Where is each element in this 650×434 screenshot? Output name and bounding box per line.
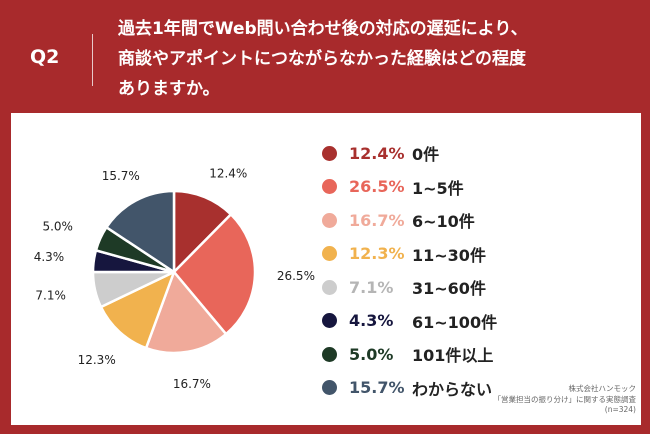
legend-swatch: [322, 179, 337, 194]
source-survey: 「営業担当の振り分け」に関する実態調査: [493, 394, 637, 404]
legend-item: 5.0% 101件以上: [322, 343, 493, 365]
legend-percent: 26.5%: [349, 177, 405, 196]
slice-label: 4.3%: [34, 250, 65, 264]
legend-category: 1~5件: [412, 178, 464, 198]
legend-swatch: [322, 313, 337, 328]
legend-swatch: [322, 212, 337, 228]
legend-percent: 12.3%: [349, 244, 405, 263]
question-line: 過去1年間でWeb問い合わせ後の対応の遅延により、: [118, 19, 528, 39]
legend-item: 12.3% 11~30件: [322, 243, 486, 265]
question-line: 商談やアポイントにつながらなかった経験はどの程度: [118, 49, 526, 69]
legend-percent: 5.0%: [349, 344, 394, 364]
legend-item: 26.5% 1~5件: [322, 176, 464, 198]
legend-category: 0件: [412, 145, 440, 164]
slice-label: 7.1%: [35, 288, 66, 302]
source-sample-size: (n=324): [604, 405, 636, 414]
legend-swatch: [322, 246, 337, 261]
legend-item: 4.3% 61~100件: [322, 310, 497, 332]
slice-label: 12.4%: [209, 166, 247, 180]
legend-percent: 7.1%: [349, 277, 394, 297]
question-line: ありますか。: [118, 79, 220, 99]
question-text: 過去1年間でWeb問い合わせ後の対応の遅延により、 商談やアポイントにつながらな…: [118, 14, 638, 104]
pie-slice: [144, 269, 228, 355]
legend-category: 61~100件: [412, 312, 498, 332]
legend-item: 15.7% わからない: [322, 377, 492, 399]
pie-slice: [104, 189, 176, 275]
legend-swatch: [322, 279, 337, 295]
legend-item: 7.1% 31~60件: [322, 276, 486, 298]
legend-percent: 12.4%: [349, 143, 405, 163]
legend-item: 16.7% 6~10件: [322, 209, 475, 231]
legend-swatch: [322, 380, 337, 395]
legend-item: 12.4% 0件: [322, 142, 439, 164]
source-note: 株式会社ハンモック 「営業担当の振り分け」に関する実態調査 (n=324): [494, 384, 637, 416]
legend-percent: 4.3%: [349, 311, 394, 330]
slice-label: 16.7%: [173, 377, 211, 391]
legend-category: 101件以上: [412, 346, 494, 365]
legend-category: 31~60件: [412, 279, 486, 298]
slice-label: 26.5%: [277, 269, 315, 283]
legend-swatch: [322, 145, 337, 161]
legend-percent: 16.7%: [349, 210, 405, 230]
legend-swatch: [322, 346, 337, 362]
legend-category: わからない: [412, 379, 493, 399]
header-banner: Q2 過去1年間でWeb問い合わせ後の対応の遅延により、 商談やアポイントにつな…: [0, 0, 650, 112]
slice-label: 5.0%: [42, 220, 73, 234]
question-number: Q2: [30, 46, 60, 68]
header-divider: [92, 34, 93, 86]
legend-percent: 15.7%: [349, 378, 405, 397]
source-company: 株式会社ハンモック: [568, 384, 637, 393]
slice-label: 12.3%: [78, 353, 116, 367]
legend-category: 6~10件: [412, 212, 475, 231]
slice-label: 15.7%: [102, 169, 140, 183]
pie-slice: [172, 212, 257, 336]
legend-category: 11~30件: [412, 245, 486, 265]
